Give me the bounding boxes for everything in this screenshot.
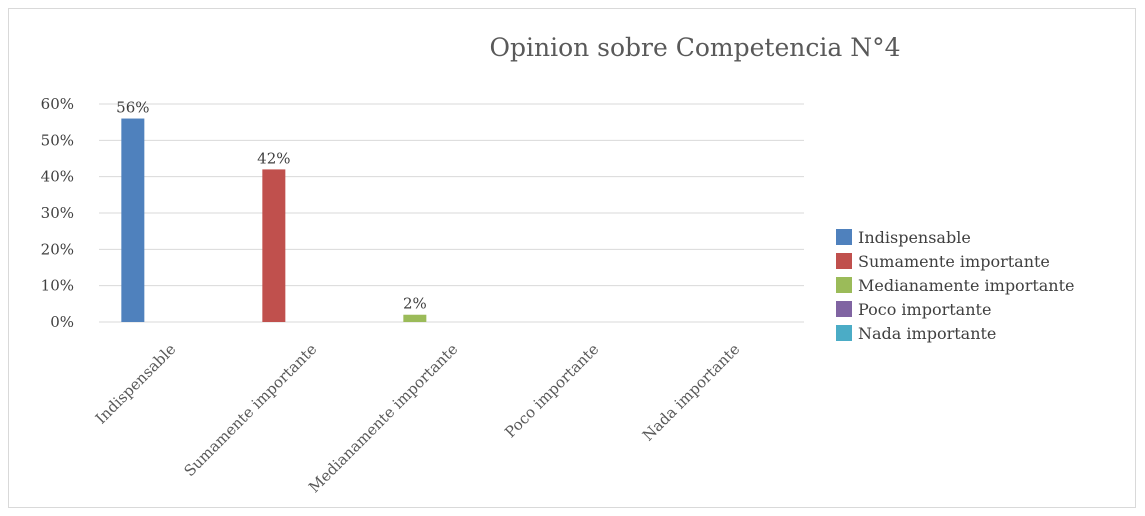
y-tick-label: 0% (50, 313, 74, 331)
y-axis-ticks: 0% 10% 20% 30% 40% 50% 60% (41, 95, 74, 331)
y-tick-label: 20% (41, 240, 74, 258)
y-tick-label: 30% (41, 204, 74, 222)
legend-swatch (836, 229, 852, 245)
y-tick-label: 50% (41, 131, 74, 149)
legend-swatch (836, 253, 852, 269)
y-tick-label: 40% (41, 168, 74, 186)
x-category-label: Nada importante (639, 340, 744, 445)
data-label-2: 2% (403, 295, 427, 313)
legend-swatch (836, 325, 852, 341)
x-category-label: Sumamente importante (180, 340, 320, 480)
bar-1 (262, 169, 286, 322)
legend-swatch (836, 277, 852, 293)
legend-entry: Indispensable (858, 228, 971, 247)
legend-entry: Sumamente importante (858, 252, 1050, 271)
x-category-label: Poco importante (501, 340, 602, 441)
bar-2 (403, 314, 427, 322)
legend-entry: Medianamente importante (858, 276, 1075, 295)
gridlines (99, 103, 804, 323)
x-category-label: Medianamente importante (305, 340, 461, 496)
bars (121, 118, 427, 323)
legend-swatch (836, 301, 852, 317)
legend: Indispensable Sumamente importante Mediana… (836, 228, 1075, 343)
data-label-0: 56% (116, 99, 149, 117)
x-axis-categories: Indispensable Sumamente importanteMediana… (92, 340, 744, 496)
y-tick-label: 10% (41, 277, 74, 295)
legend-entry: Poco importante (858, 300, 991, 319)
data-label-1: 42% (257, 149, 290, 167)
legend-entry: Nada importante (858, 324, 996, 343)
chart-frame (8, 8, 1136, 508)
data-labels: 56% 42% 2% (116, 99, 427, 313)
chart-title: Opinion sobre Competencia N°4 (489, 33, 900, 62)
y-tick-label: 60% (41, 95, 74, 113)
x-category-label: Indispensable (92, 340, 180, 428)
bar-0 (121, 118, 145, 323)
